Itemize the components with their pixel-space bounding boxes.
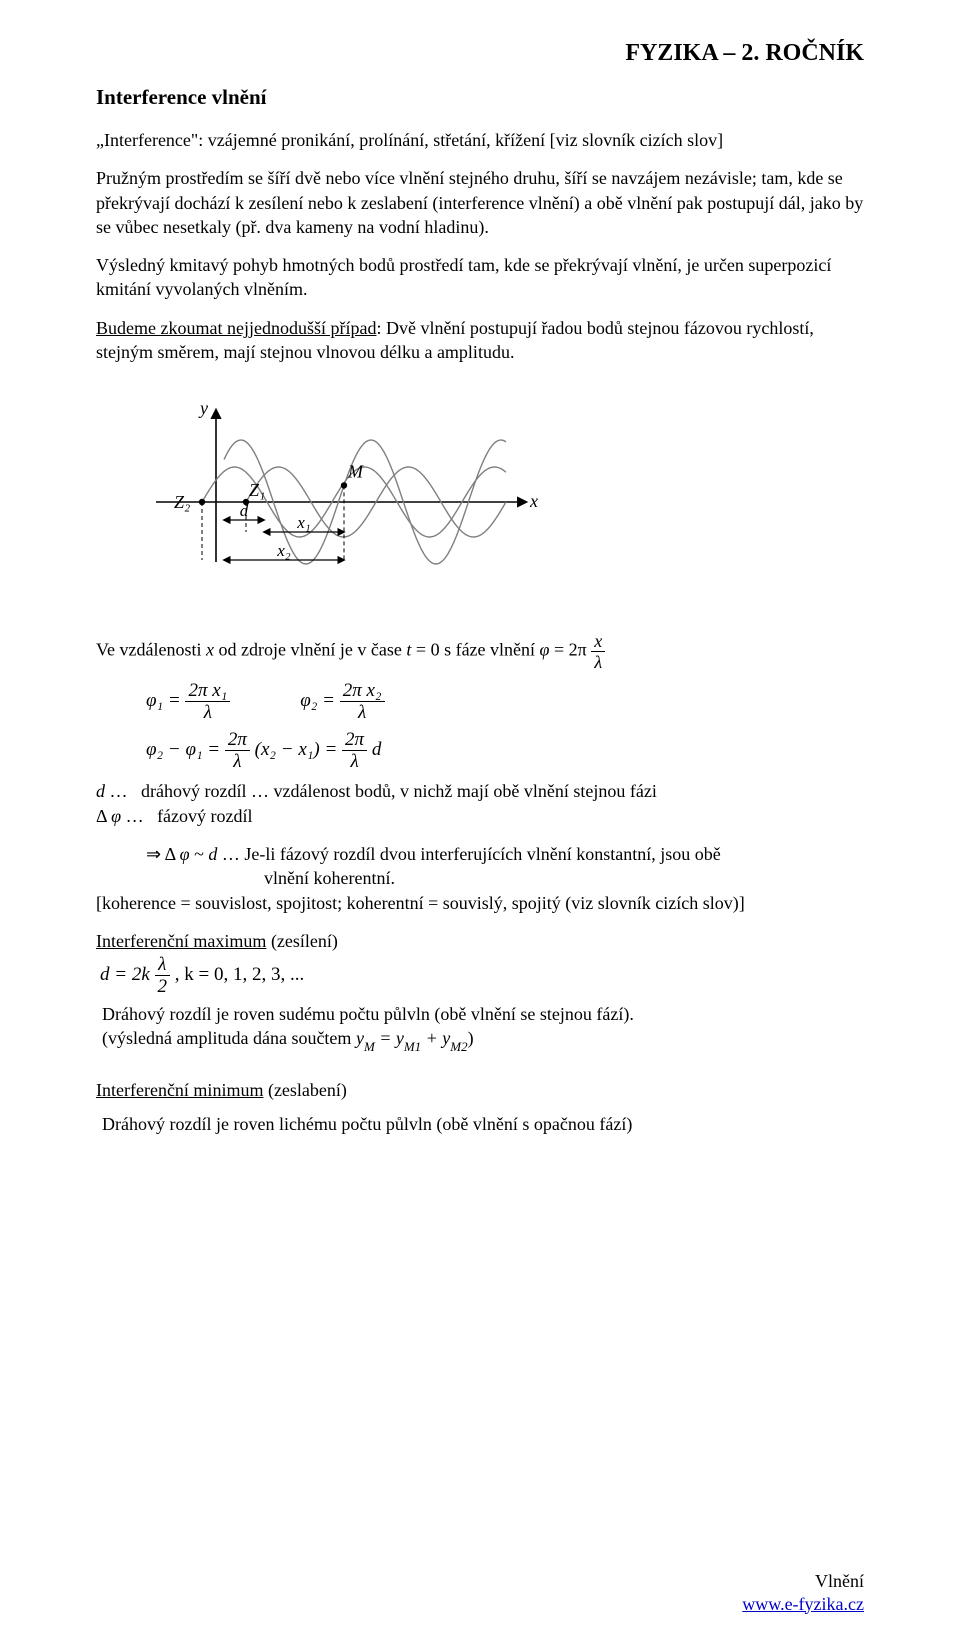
coherence-definition: [koherence = souvislost, spojitost; kohe… (96, 891, 864, 915)
paragraph-definition: „Interference": vzájemné pronikání, prol… (96, 128, 864, 152)
footer-topic: Vlnění (815, 1571, 864, 1591)
d-path-difference-label: d … dráhový rozdíl … vzdálenost bodů, v … (96, 779, 864, 803)
interference-max-desc2: (výsledná amplituda dána součtem yM = yM… (102, 1026, 864, 1053)
svg-text:x: x (529, 491, 538, 511)
page-footer: Vlnění www.e-fyzika.cz (742, 1570, 864, 1615)
svg-text:Z₁: Z₁ (249, 480, 265, 500)
svg-text:y: y (198, 398, 208, 418)
svg-text:d: d (240, 501, 249, 520)
svg-text:x₁: x₁ (296, 513, 310, 532)
interference-min-desc: Dráhový rozdíl je roven lichému počtu pů… (102, 1112, 864, 1136)
interference-min-title: Interferenční minimum (zeslabení) (96, 1078, 864, 1102)
phase-difference: φ₂ − φ₁ = 2πλ (x₂ − x₁) = 2πλ d (146, 730, 864, 771)
page-title: Interference vlnění (96, 85, 864, 110)
svg-text:Z₂: Z₂ (174, 492, 190, 512)
phase-intro: Ve vzdálenosti x od zdroje vlnění je v č… (96, 632, 864, 671)
coherence-implication: ⇒ Δ φ ~ d … Je-li fázový rozdíl dvou int… (146, 842, 864, 891)
paragraph-simple-case: Budeme zkoumat nejjednodušší případ: Dvě… (96, 316, 864, 365)
simple-case-underline: Budeme zkoumat nejjednodušší případ (96, 318, 376, 338)
delta-phi-label: Δ φ … fázový rozdíl (96, 804, 864, 828)
svg-text:M: M (347, 462, 364, 482)
wave-diagram: d x₁ x₂ y x M Z₂ Z₁ (96, 392, 864, 592)
paragraph-medium: Pružným prostředím se šíří dvě nebo více… (96, 166, 864, 239)
svg-text:x₂: x₂ (276, 541, 291, 560)
interference-max-title: Interferenční maximum (zesílení) (96, 929, 864, 953)
course-header: FYZIKA – 2. ROČNÍK (96, 40, 864, 67)
paragraph-superposition: Výsledný kmitavý pohyb hmotných bodů pro… (96, 253, 864, 302)
footer-link[interactable]: www.e-fyzika.cz (742, 1594, 864, 1614)
interference-max-formula: d = 2k λ2 , k = 0, 1, 2, 3, ... (100, 955, 864, 996)
phi1-phi2-row: φ₁ = 2π x₁λ φ₂ = 2π x₂λ (146, 681, 864, 722)
interference-max-desc1: Dráhový rozdíl je roven sudému počtu půl… (102, 1002, 864, 1026)
